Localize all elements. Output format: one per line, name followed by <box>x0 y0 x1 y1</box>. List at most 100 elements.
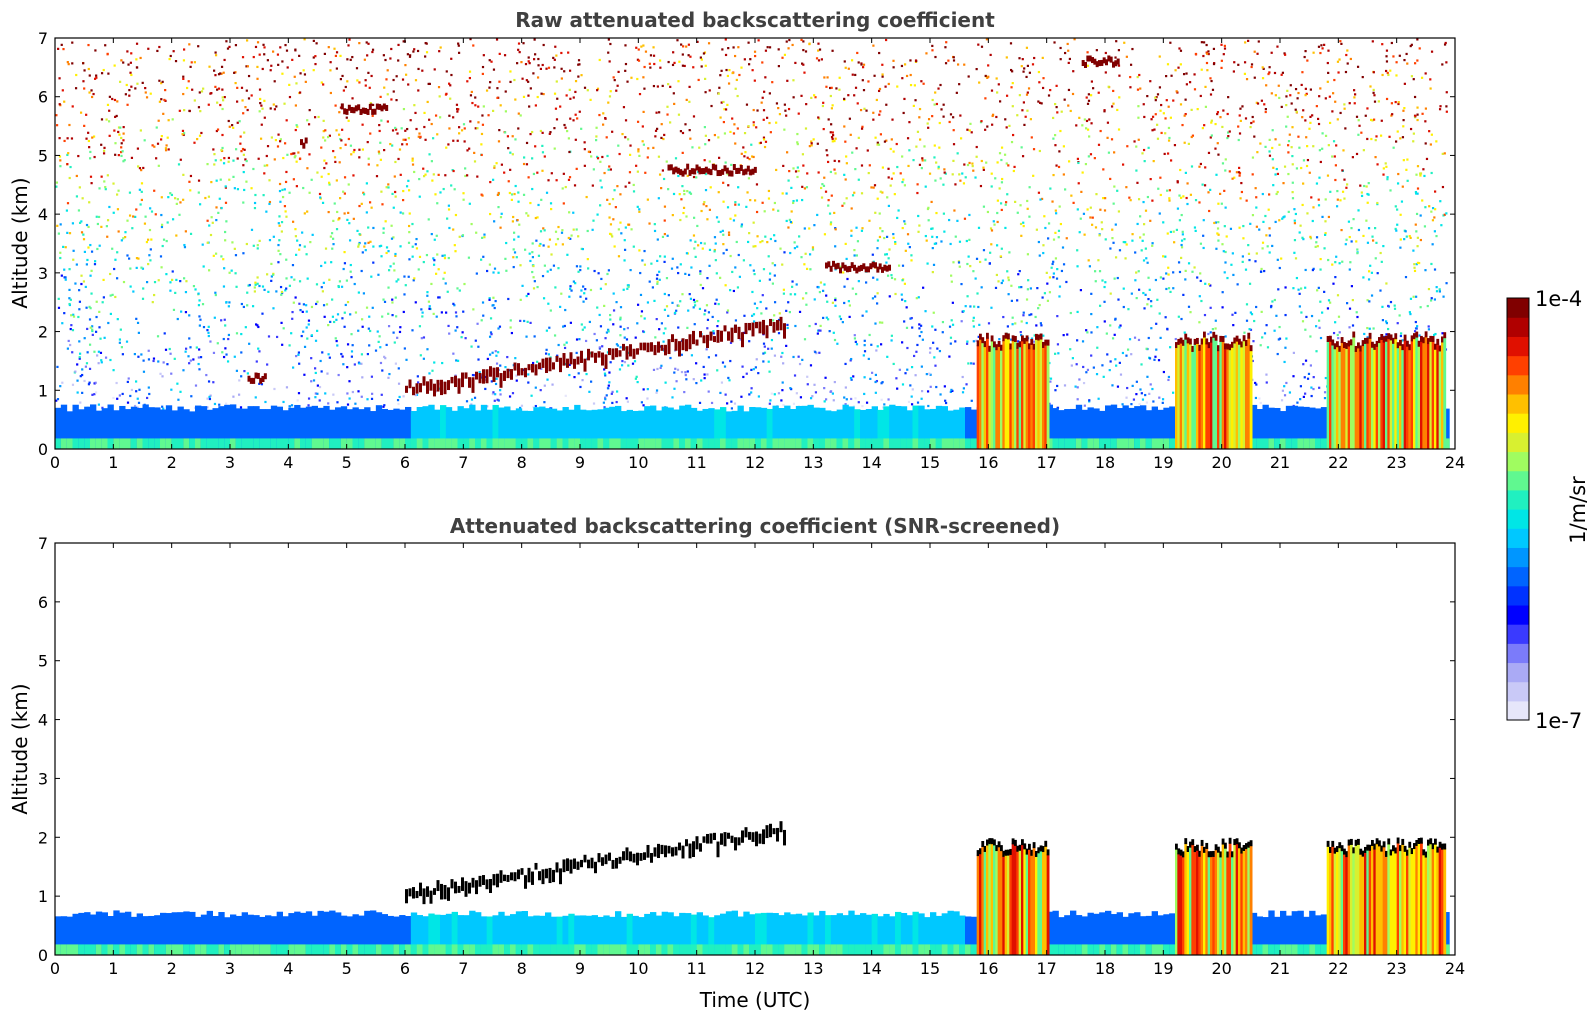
noise-pixel <box>901 180 904 184</box>
noise-pixel <box>1032 148 1036 151</box>
noise-pixel <box>1394 100 1397 104</box>
noise-pixel <box>658 173 662 176</box>
noise-pixel <box>1118 74 1121 77</box>
noise-pixel <box>885 139 888 142</box>
noise-pixel <box>297 392 301 395</box>
noise-pixel <box>1362 234 1365 238</box>
noise-pixel <box>861 405 864 408</box>
noise-pixel <box>465 400 469 403</box>
noise-pixel <box>560 77 563 80</box>
noise-pixel <box>727 82 731 85</box>
noise-pixel <box>215 129 218 133</box>
noise-pixel <box>662 332 665 335</box>
noise-pixel <box>318 399 321 402</box>
noise-pixel <box>187 355 190 358</box>
noise-pixel <box>399 245 402 248</box>
noise-pixel <box>1385 322 1388 325</box>
noise-pixel <box>606 272 609 276</box>
noise-pixel <box>90 250 94 253</box>
noise-pixel <box>542 244 545 247</box>
noise-pixel <box>803 338 807 341</box>
noise-pixel <box>698 401 702 404</box>
noise-pixel <box>728 379 731 382</box>
noise-pixel <box>1403 106 1406 110</box>
noise-pixel <box>850 397 853 401</box>
noise-pixel <box>1155 348 1158 351</box>
noise-pixel <box>744 151 747 154</box>
noise-pixel <box>672 51 675 54</box>
noise-pixel <box>109 272 112 276</box>
noise-pixel <box>817 49 820 52</box>
noise-pixel <box>692 298 696 302</box>
noise-pixel <box>627 138 630 141</box>
noise-pixel <box>926 207 930 211</box>
noise-pixel <box>432 312 435 315</box>
noise-pixel <box>512 265 515 269</box>
noise-pixel <box>802 48 805 52</box>
noise-pixel <box>788 310 791 314</box>
noise-pixel <box>556 354 559 357</box>
noise-pixel <box>367 241 370 244</box>
noise-pixel <box>498 129 501 132</box>
noise-pixel <box>454 329 457 332</box>
noise-pixel <box>1226 136 1229 140</box>
noise-pixel <box>164 149 168 152</box>
noise-pixel <box>414 301 417 304</box>
noise-pixel <box>514 357 517 360</box>
noise-pixel <box>238 379 241 382</box>
noise-pixel <box>796 166 799 169</box>
noise-pixel <box>256 65 259 69</box>
noise-pixel <box>892 362 895 366</box>
noise-pixel <box>134 87 137 90</box>
noise-pixel <box>325 162 328 165</box>
noise-pixel <box>285 386 289 389</box>
noise-pixel <box>288 405 291 408</box>
noise-pixel <box>221 88 224 91</box>
noise-pixel <box>988 262 991 265</box>
noise-pixel <box>306 167 309 170</box>
noise-pixel <box>1162 370 1165 374</box>
noise-pixel <box>1310 314 1314 318</box>
noise-pixel <box>1086 102 1090 105</box>
noise-pixel <box>76 379 79 382</box>
noise-pixel <box>278 182 282 186</box>
noise-pixel <box>911 326 914 329</box>
noise-pixel <box>197 179 201 182</box>
noise-pixel <box>1135 380 1138 383</box>
noise-pixel <box>376 164 379 167</box>
noise-pixel <box>632 183 635 187</box>
noise-pixel <box>990 172 993 175</box>
noise-pixel <box>1275 192 1278 196</box>
noise-pixel <box>753 199 757 202</box>
noise-pixel <box>387 183 390 186</box>
noise-pixel <box>90 182 93 185</box>
noise-pixel <box>1152 400 1155 403</box>
noise-pixel <box>791 43 794 47</box>
noise-pixel <box>892 66 895 69</box>
noise-pixel <box>970 399 973 402</box>
noise-pixel <box>78 357 81 360</box>
noise-pixel <box>279 285 283 289</box>
noise-pixel <box>285 287 288 290</box>
noise-pixel <box>638 249 641 252</box>
noise-pixel <box>270 275 273 278</box>
noise-pixel <box>1398 314 1401 317</box>
noise-pixel <box>237 393 241 396</box>
noise-pixel <box>1171 391 1175 394</box>
noise-pixel <box>1121 351 1125 355</box>
noise-pixel <box>896 216 899 220</box>
noise-pixel <box>1413 269 1417 273</box>
noise-pixel <box>1194 52 1198 56</box>
noise-pixel <box>785 114 788 117</box>
noise-pixel <box>874 211 877 214</box>
noise-pixel <box>545 191 549 194</box>
noise-pixel <box>1275 314 1278 317</box>
noise-pixel <box>730 163 733 167</box>
noise-pixel <box>1311 114 1314 117</box>
noise-pixel <box>503 54 507 57</box>
noise-pixel <box>827 318 830 321</box>
noise-pixel <box>284 289 287 292</box>
noise-pixel <box>279 138 282 141</box>
noise-pixel <box>91 329 94 333</box>
noise-pixel <box>370 275 373 278</box>
